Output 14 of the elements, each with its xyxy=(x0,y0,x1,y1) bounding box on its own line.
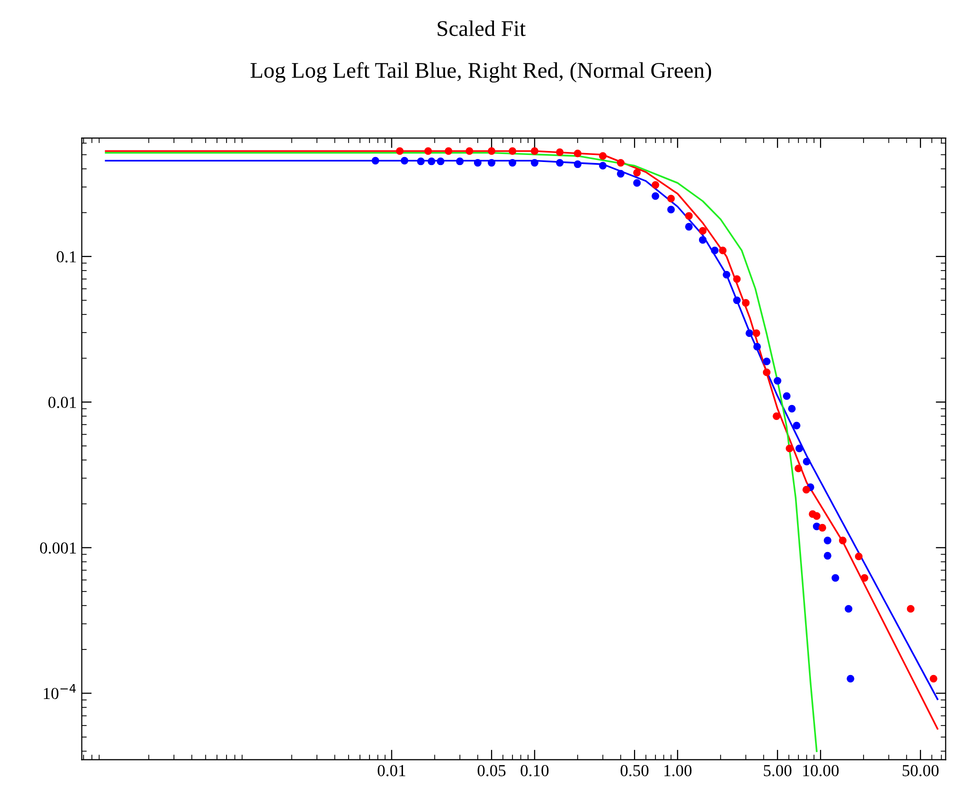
x-tick-label: 1.00 xyxy=(664,764,692,776)
x-tick-label: 0.50 xyxy=(620,764,648,776)
x-tick-label: 5.00 xyxy=(764,764,792,776)
y-tick-label: 0.1 xyxy=(56,251,76,262)
x-tick-label: 0.05 xyxy=(478,764,506,776)
x-tick-label: 0.01 xyxy=(378,764,406,776)
y-tick-label: 0.01 xyxy=(48,396,76,408)
y-tick-label: 0.001 xyxy=(40,542,76,554)
x-tick-label: 50.00 xyxy=(902,764,939,776)
chart-subtitle: Log Log Left Tail Blue, Right Red, (Normal Green) xyxy=(250,62,712,82)
chart-title: Scaled Fit xyxy=(438,20,526,36)
y-tick-label: 10$^{−4}$ xyxy=(44,684,76,700)
x-tick-label: 10.00 xyxy=(803,764,839,776)
x-tick-label: 0.10 xyxy=(520,764,549,776)
